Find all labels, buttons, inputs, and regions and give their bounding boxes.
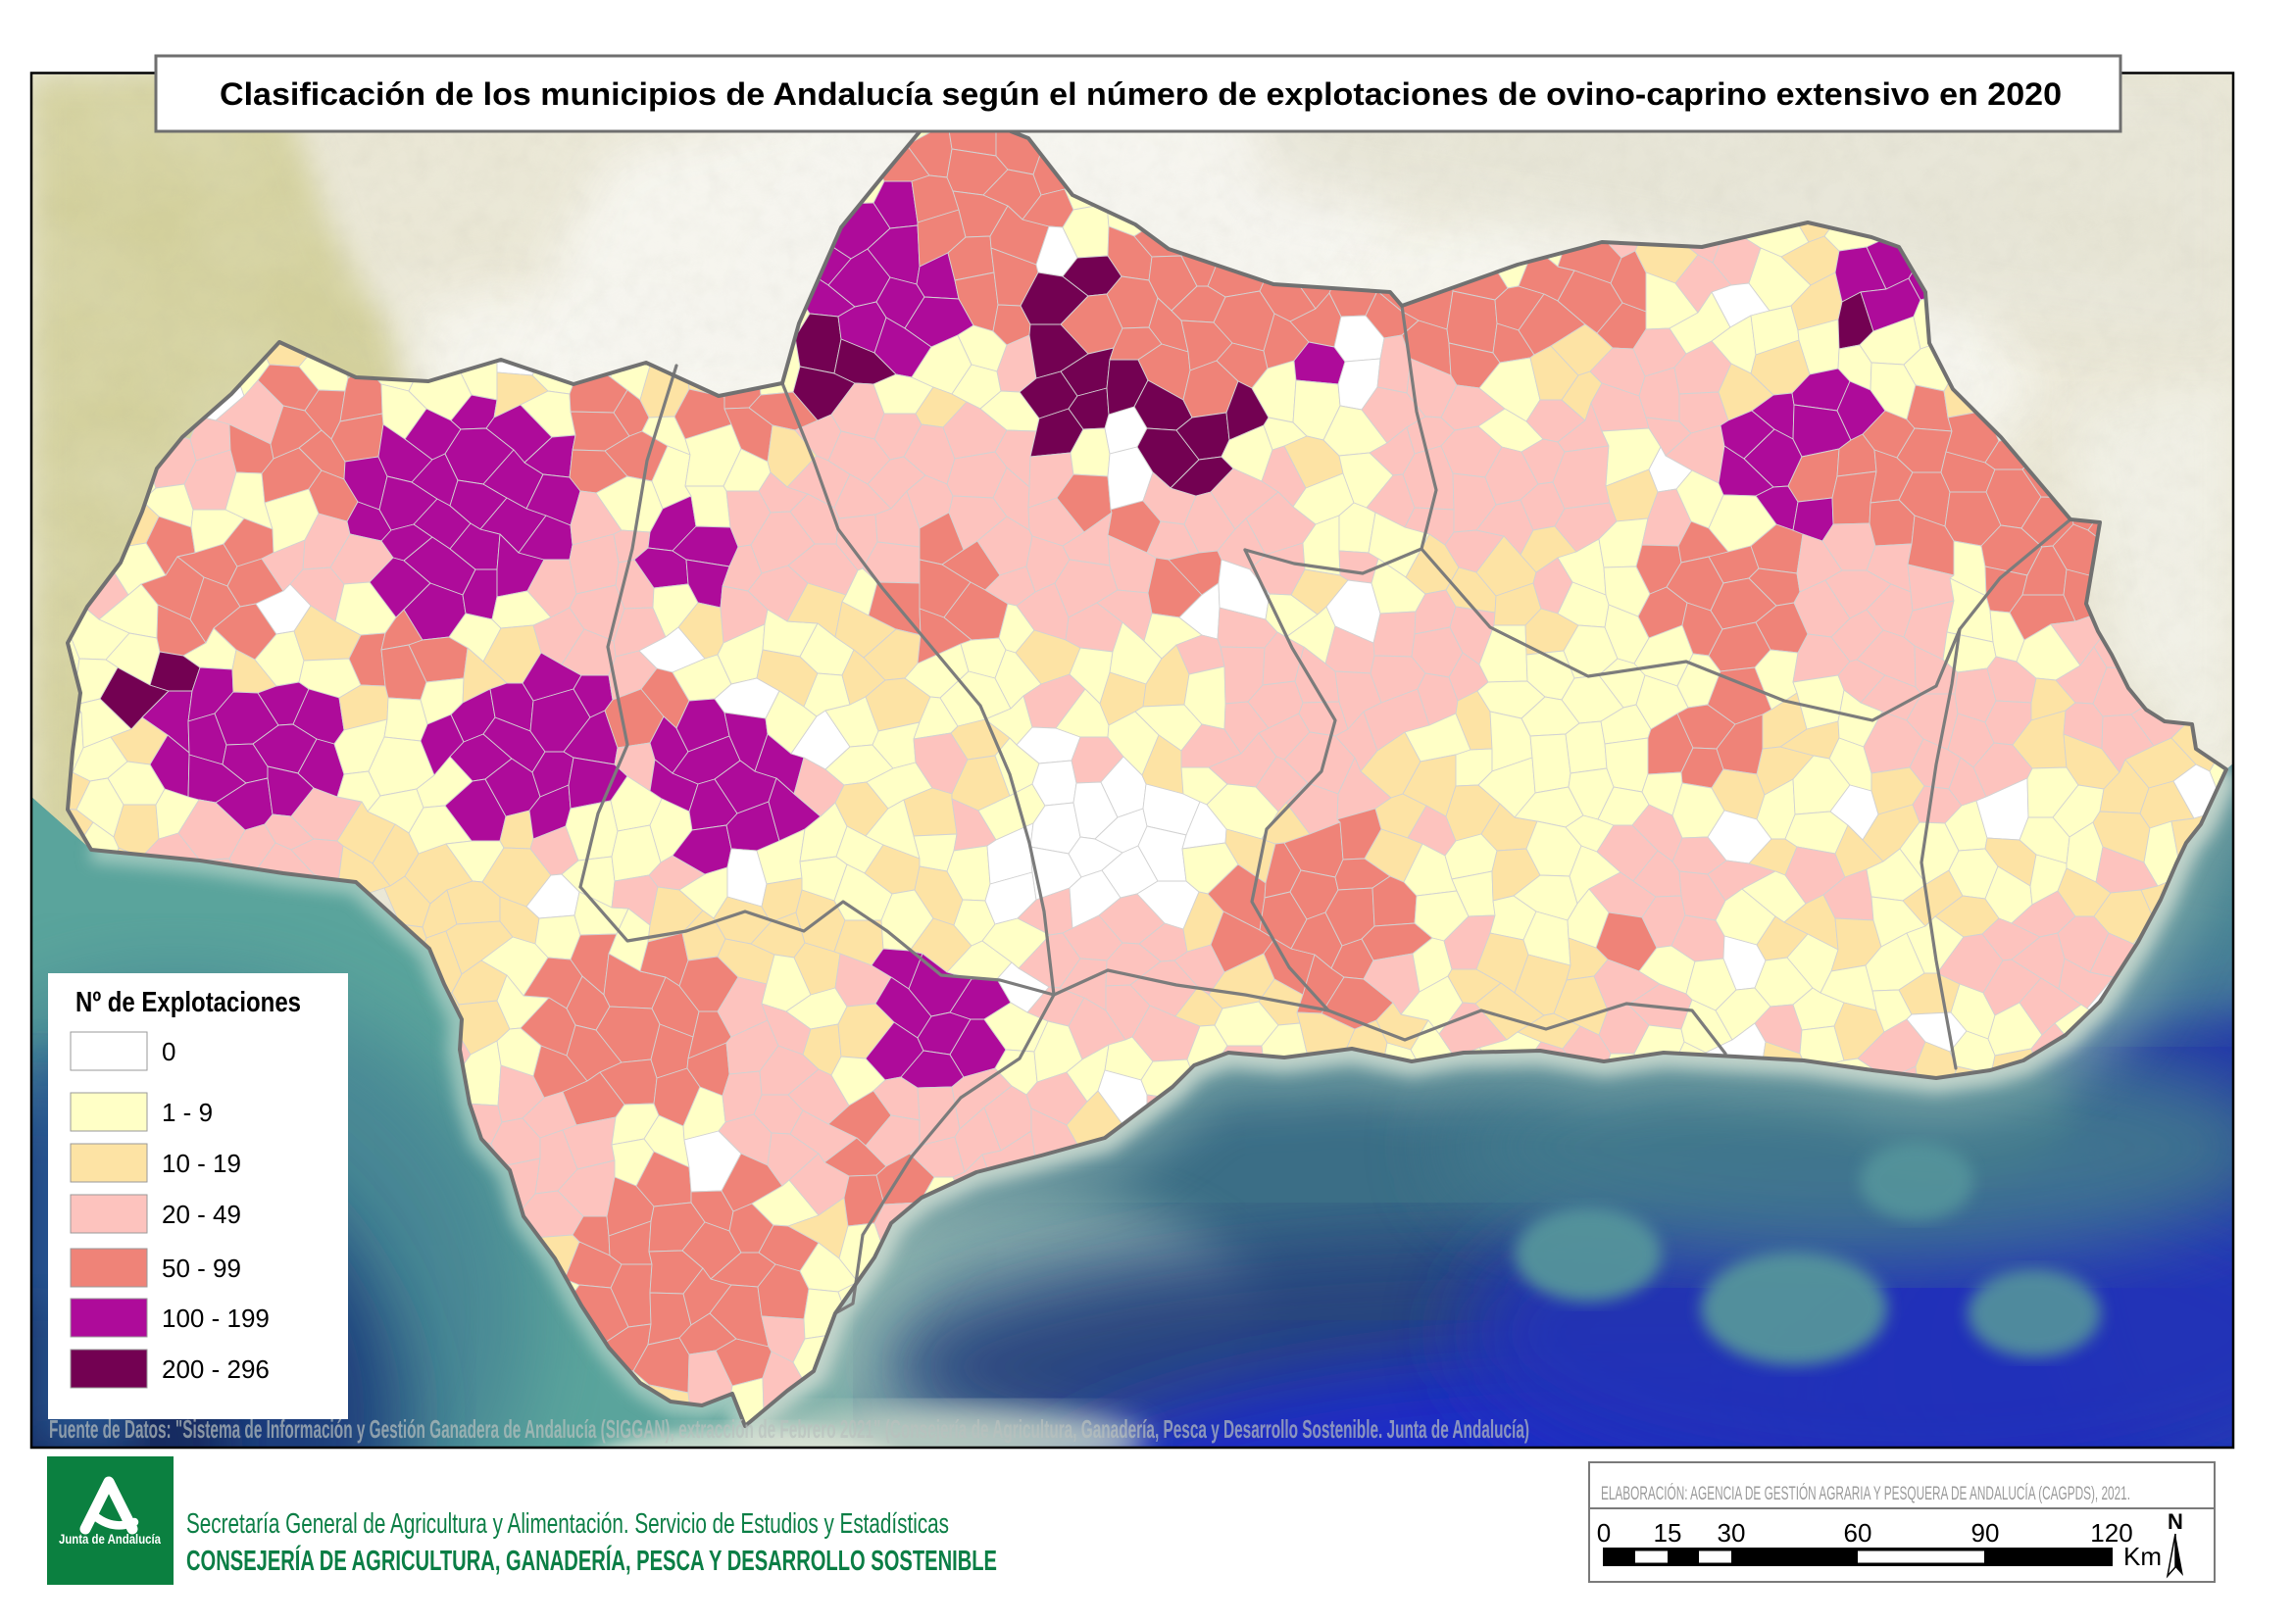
svg-text:CONSEJERÍA DE AGRICULTURA, GAN: CONSEJERÍA DE AGRICULTURA, GANADERÍA, PE…	[186, 1544, 997, 1577]
svg-text:Secretaría General de Agricult: Secretaría General de Agricultura y Alim…	[186, 1508, 949, 1540]
svg-text:Fuente de Datos: "Sistema de I: Fuente de Datos: "Sistema de Información…	[49, 1414, 1529, 1444]
svg-text:15: 15	[1654, 1518, 1682, 1548]
svg-text:60: 60	[1844, 1518, 1872, 1548]
svg-text:20 - 49: 20 - 49	[162, 1200, 241, 1229]
svg-text:0: 0	[1597, 1518, 1611, 1548]
svg-text:Junta de Andalucía: Junta de Andalucía	[59, 1531, 161, 1547]
svg-text:ELABORACIÓN: AGENCIA DE GESTIÓ: ELABORACIÓN: AGENCIA DE GESTIÓN AGRARIA …	[1601, 1483, 2130, 1504]
svg-text:1 - 9: 1 - 9	[162, 1098, 213, 1127]
svg-text:30: 30	[1718, 1518, 1746, 1548]
svg-text:N: N	[2168, 1509, 2183, 1534]
svg-text:120: 120	[2090, 1518, 2132, 1548]
svg-text:90: 90	[1971, 1518, 2000, 1548]
svg-text:50 - 99: 50 - 99	[162, 1254, 241, 1283]
svg-text:200 - 296: 200 - 296	[162, 1354, 270, 1384]
svg-text:100 - 199: 100 - 199	[162, 1304, 270, 1333]
svg-text:Clasificación de los municipio: Clasificación de los municipios de Andal…	[220, 76, 2062, 112]
svg-text:0: 0	[162, 1037, 175, 1066]
svg-text:Nº de Explotaciones: Nº de Explotaciones	[75, 987, 301, 1018]
svg-text:Km: Km	[2123, 1542, 2162, 1571]
svg-text:10 - 19: 10 - 19	[162, 1149, 241, 1178]
